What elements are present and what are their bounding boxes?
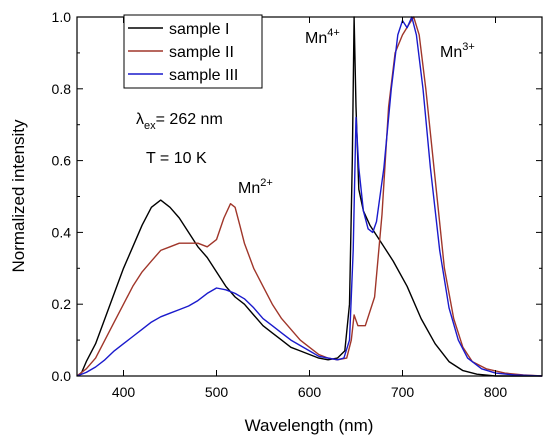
- mn2-label: Mn2+: [238, 177, 273, 197]
- lambda-symbol: λ: [136, 111, 144, 128]
- y-tick-label: 0.4: [52, 224, 72, 240]
- y-axis-title: Normalized intensity: [9, 119, 28, 273]
- temperature-annotation: T = 10 K: [146, 150, 207, 167]
- y-tick-label: 0.6: [52, 153, 72, 169]
- mn3-label: Mn3+: [440, 41, 475, 61]
- x-tick-label: 700: [391, 384, 415, 400]
- lambda-subscript: ex: [144, 120, 156, 132]
- lambda-value: = 262 nm: [156, 111, 223, 128]
- mn2-base: Mn: [238, 180, 260, 197]
- series-line-2: [76, 16, 543, 377]
- excitation-annotation: λex= 262 nm: [136, 111, 223, 132]
- legend: sample I sample II sample III: [123, 14, 263, 89]
- mn3-base: Mn: [440, 44, 462, 61]
- mn4-base: Mn: [305, 30, 327, 47]
- x-axis-title: Wavelength (nm): [245, 416, 374, 435]
- mn2-sup: 2+: [260, 177, 273, 189]
- mn4-label: Mn4+: [305, 27, 340, 47]
- legend-label-sample-3: sample III: [169, 67, 238, 84]
- plot-lines: [76, 16, 543, 377]
- legend-label-sample-2: sample II: [169, 44, 234, 61]
- y-tick-label: 1.0: [52, 9, 72, 25]
- y-tick-label: 0.0: [52, 368, 72, 384]
- x-tick-label: 800: [484, 384, 508, 400]
- x-tick-label: 500: [205, 384, 229, 400]
- mn3-sup: 3+: [462, 41, 475, 53]
- series-line-1: [76, 16, 542, 377]
- legend-label-sample-1: sample I: [169, 21, 229, 38]
- y-tick-label: 0.8: [52, 81, 72, 97]
- mn4-sup: 4+: [327, 27, 340, 39]
- y-tick-label: 0.2: [52, 296, 72, 312]
- axis-ticks: 400 500 600 700 800 0.0 0.2 0.4 0.6 0.8 1.0: [52, 9, 542, 400]
- x-tick-label: 600: [298, 384, 322, 400]
- series-line-3: [76, 16, 543, 377]
- x-tick-label: 400: [112, 384, 136, 400]
